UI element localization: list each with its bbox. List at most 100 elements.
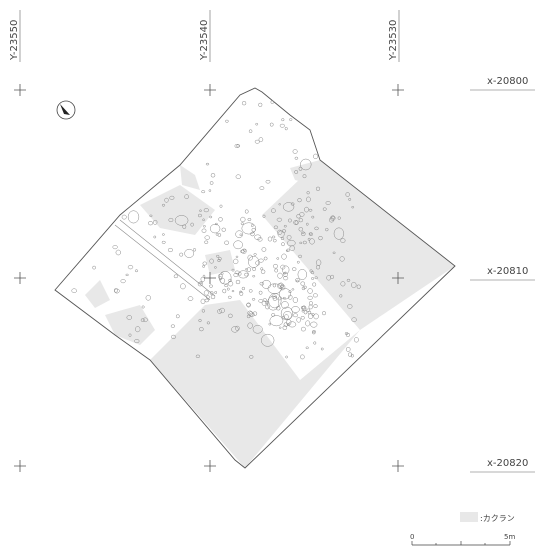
pit <box>273 238 277 243</box>
pit <box>287 239 296 247</box>
pit <box>296 260 300 264</box>
pit <box>140 318 145 322</box>
pit <box>244 272 249 277</box>
pit <box>291 306 300 313</box>
pit <box>235 174 241 179</box>
grid-label-y: Y-23530 <box>388 20 399 61</box>
pit <box>198 318 202 323</box>
pit <box>171 334 176 339</box>
pit <box>271 208 276 214</box>
pit <box>288 321 297 328</box>
pit <box>227 295 232 299</box>
pit <box>295 278 301 283</box>
pit <box>308 304 313 310</box>
pit <box>244 209 249 214</box>
pit <box>209 258 214 264</box>
pit <box>200 298 206 305</box>
pit <box>134 339 140 344</box>
pit <box>125 273 129 277</box>
pit <box>285 355 288 359</box>
pit <box>215 233 219 236</box>
pit <box>288 218 292 223</box>
pit <box>231 268 235 272</box>
pit <box>250 231 255 237</box>
pit <box>251 224 254 228</box>
pit <box>206 295 210 300</box>
pit <box>297 198 302 203</box>
pit <box>219 204 223 208</box>
pit <box>226 287 230 291</box>
pit <box>161 240 166 244</box>
pit <box>282 325 288 330</box>
pit <box>241 248 247 254</box>
pit <box>288 290 292 294</box>
pit <box>252 267 256 272</box>
pit <box>298 254 302 259</box>
pit <box>276 305 281 311</box>
pit <box>259 281 265 286</box>
pit <box>263 256 268 261</box>
pit <box>302 240 307 245</box>
pit <box>286 234 292 240</box>
grid-label-x: x-20820 <box>487 458 528 469</box>
pit <box>299 241 303 245</box>
pit <box>298 218 303 223</box>
pit <box>356 284 361 289</box>
pit <box>184 248 195 258</box>
pit <box>311 215 315 219</box>
pit <box>313 304 318 308</box>
pit <box>320 347 324 351</box>
scale-label: 0 <box>410 533 414 541</box>
pit <box>289 245 295 252</box>
pit <box>248 255 260 268</box>
pit <box>313 313 319 320</box>
pit <box>148 221 153 226</box>
pit <box>127 264 134 270</box>
pit <box>301 231 306 237</box>
pit <box>202 218 205 222</box>
pit <box>252 311 258 316</box>
pit <box>217 273 223 279</box>
pit <box>277 229 283 235</box>
pit <box>346 278 351 282</box>
pit <box>307 288 313 294</box>
pit <box>253 253 257 256</box>
pit <box>249 355 254 359</box>
pit <box>279 123 285 128</box>
pit <box>282 271 288 277</box>
pit <box>282 296 286 300</box>
pit <box>204 298 209 303</box>
pit <box>71 288 77 293</box>
pit <box>233 258 239 265</box>
pit <box>305 320 311 327</box>
pit <box>313 153 319 160</box>
pit <box>180 283 186 290</box>
pit <box>149 214 153 217</box>
pit <box>247 322 253 329</box>
pit <box>259 186 265 190</box>
pit <box>271 313 276 317</box>
pit <box>241 222 257 235</box>
pit <box>135 326 141 333</box>
pit <box>305 346 309 350</box>
pit <box>261 333 275 347</box>
pit <box>284 126 288 131</box>
pit <box>353 337 359 343</box>
pit <box>203 208 209 213</box>
pit <box>350 353 354 358</box>
pit <box>239 233 243 237</box>
pit <box>294 170 299 174</box>
pit <box>303 310 308 315</box>
grid-label-y: Y-23540 <box>199 20 210 61</box>
pit <box>311 277 315 280</box>
pit <box>351 281 357 289</box>
pit <box>187 296 194 301</box>
pit <box>209 223 221 234</box>
pit <box>304 206 309 213</box>
pit <box>197 213 202 218</box>
pit <box>246 267 251 272</box>
pit <box>310 321 318 328</box>
pit <box>248 129 253 133</box>
pit <box>258 137 264 143</box>
pit <box>234 144 240 148</box>
